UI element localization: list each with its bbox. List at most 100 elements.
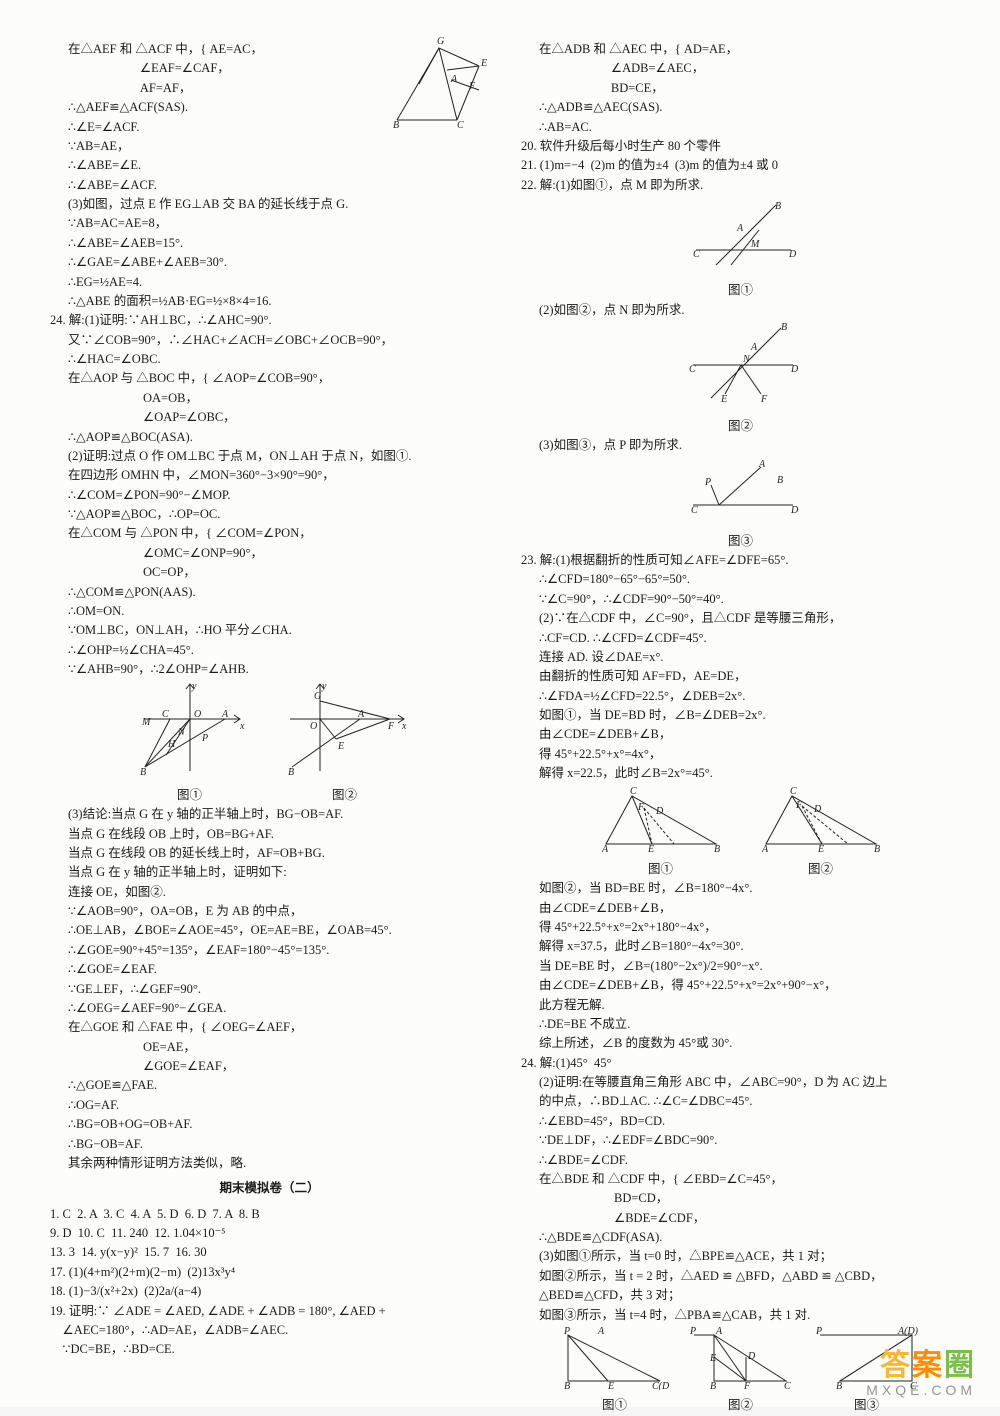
diagram-q24-2: PA BE DFC	[686, 1325, 796, 1390]
diagram-r2: AB CND EF	[681, 320, 801, 410]
text-line: ∴DE=BE 不成立.	[521, 1015, 960, 1034]
watermark: 答案圈 MXQE.COM	[866, 1351, 976, 1397]
fig-label: 图②	[521, 417, 960, 436]
svg-text:E: E	[709, 1353, 716, 1364]
svg-text:D: D	[790, 364, 799, 375]
text-line: ∠AEC=180°，∴AD=AE，∠ADB=∠AEC.	[50, 1321, 489, 1340]
fig-label: 图①	[521, 281, 960, 300]
text-line: BD=CD，	[521, 1189, 960, 1208]
text-line: 得 45°+22.5°+x°=4x°，	[521, 745, 960, 764]
text-line: 综上所述，∠B 的度数为 45°或 30°.	[521, 1034, 960, 1053]
svg-text:C: C	[790, 786, 797, 797]
svg-text:P: P	[704, 477, 711, 488]
text-line: ∴∠FDA=½∠CFD=22.5°，∠DEB=2x°.	[521, 687, 960, 706]
text-line: 13. 3 14. y(x−y)² 15. 7 16. 30	[50, 1243, 489, 1262]
text-line: ∴∠BDE=∠CDF.	[521, 1151, 960, 1170]
text-line: ∴∠CFD=180°−65°−65°=50°.	[521, 570, 960, 589]
text-line: ∴∠HAC=∠OBC.	[50, 350, 489, 369]
svg-text:C: C	[162, 709, 169, 720]
svg-text:D: D	[655, 806, 664, 817]
text-line: 9. D 10. C 11. 240 12. 1.04×10⁻⁵	[50, 1224, 489, 1243]
text-line: ∴△COM≌△PON(AAS).	[50, 583, 489, 602]
text-line: 连接 OE，如图②.	[50, 883, 489, 902]
svg-text:F: F	[743, 1381, 751, 1390]
fig-label: 图②	[280, 786, 410, 805]
svg-text:A: A	[761, 844, 769, 854]
svg-text:C: C	[457, 120, 464, 129]
fig-label: 图①	[560, 1396, 670, 1415]
svg-text:D: D	[788, 249, 797, 260]
text-line: BD=CE，	[521, 79, 960, 98]
svg-text:G: G	[314, 691, 321, 702]
diagram-r3: AB PCD	[681, 455, 801, 525]
text-line: (3)如图③，点 P 即为所求.	[521, 436, 960, 455]
svg-text:A: A	[715, 1326, 723, 1337]
text-line: 其余两种情形证明方法类似，略.	[50, 1154, 489, 1173]
text-line: 由∠CDE=∠DEB+∠B，	[521, 899, 960, 918]
svg-text:A: A	[601, 844, 609, 854]
right-column: 在△ADB 和 △AEC 中，{ AD=AE， ∠ADB=∠AEC， BD=CE…	[505, 40, 960, 1387]
text-line: ∴∠COM=∠PON=90°−∠MOP.	[50, 486, 489, 505]
svg-text:P: P	[563, 1326, 570, 1337]
text-line: ∵∠AHB=90°，∴2∠OHP=∠AHB.	[50, 660, 489, 679]
svg-text:y: y	[191, 681, 197, 692]
text-line: 当 DE=BE 时，∠B=(180°−2x°)/2=90°−x°.	[521, 957, 960, 976]
text-line: 21. (1)m=−4 (2)m 的值为±4 (3)m 的值为±4 或 0	[521, 156, 960, 175]
svg-text:A: A	[597, 1326, 605, 1337]
text-line: ∵OM⊥BC，ON⊥AH，∴HO 平分∠CHA.	[50, 621, 489, 640]
svg-text:E: E	[647, 844, 654, 854]
text-line: ∠ADB=∠AEC，	[521, 59, 960, 78]
text-line: 当点 G 在线段 OB 的延长线上时，AF=OB+BG.	[50, 844, 489, 863]
text-line: ∴OE⊥AB，∠BOE=∠AOE=45°，OE=AE=BE，∠OAB=45°.	[50, 921, 489, 940]
svg-text:B: B	[874, 844, 880, 854]
text-line: ∴∠ABE=∠E.	[50, 156, 489, 175]
text-line: 1. C 2. A 3. C 4. A 5. D 6. D 7. A 8. B	[50, 1205, 489, 1224]
text-line: ∴△AOP≌△BOC(ASA).	[50, 428, 489, 447]
svg-text:P: P	[815, 1326, 822, 1337]
svg-text:P: P	[201, 733, 208, 744]
svg-text:N: N	[177, 727, 186, 738]
text-line: ∴OG=AF.	[50, 1096, 489, 1115]
fig-label: 图②	[686, 1396, 796, 1415]
exam-title: 期末模拟卷（二）	[50, 1179, 489, 1198]
text-line: ∠OMC=∠ONP=90°，	[50, 544, 489, 563]
text-line: 此方程无解.	[521, 996, 960, 1015]
svg-text:A: A	[357, 709, 365, 720]
text-line: 如图②所示，当 t = 2 时，△AED ≌ △BFD，△ABD ≌ △CBD，	[521, 1267, 960, 1286]
text-line: ∴∠ABE=∠AEB=15°.	[50, 234, 489, 253]
text-line: 由翻折的性质可知 AF=FD，AE=DE，	[521, 667, 960, 686]
diagram-fig2: yG OAF EBx	[280, 679, 410, 779]
text-line: (3)如图，过点 E 作 EG⊥AB 交 BA 的延长线于点 G.	[50, 195, 489, 214]
text-line: 20. 软件升级后每小时生产 80 个零件	[521, 137, 960, 156]
wm-char: 答	[880, 1349, 912, 1382]
svg-text:B: B	[836, 1381, 842, 1390]
text-line: (2)证明:在等腰直角三角形 ABC 中，∠ABC=90°，D 为 AC 边上	[521, 1073, 960, 1092]
svg-text:E: E	[480, 58, 487, 69]
page: GE AF BC 在△AEF 和 △ACF 中，{ AE=AC， ∠EAF=∠C…	[0, 0, 1000, 1407]
text-line: 如图②，当 BD=BE 时，∠B=180°−4x°.	[521, 879, 960, 898]
text-line: ∴∠OHP=½∠CHA=45°.	[50, 641, 489, 660]
svg-text:A: A	[758, 459, 766, 470]
svg-text:E: E	[720, 394, 727, 405]
svg-text:M: M	[750, 239, 760, 250]
svg-text:B: B	[564, 1381, 570, 1390]
text-line: 由∠CDE=∠DEB+∠B，	[521, 725, 960, 744]
svg-text:F: F	[760, 394, 768, 405]
svg-text:E: E	[337, 741, 344, 752]
text-line: ∠OAP=∠OBC，	[50, 408, 489, 427]
text-line: ∴∠ABE=∠ACF.	[50, 176, 489, 195]
text-line: 24. 解:(1)证明:∵AH⊥BC，∴∠AHC=90°.	[50, 311, 489, 330]
text-line: 连接 AD. 设∠DAE=x°.	[521, 648, 960, 667]
diagram-q23-1: CFD AEB	[596, 784, 726, 854]
text-line: OA=OB，	[50, 389, 489, 408]
svg-text:D: D	[790, 505, 799, 516]
svg-text:B: B	[714, 844, 720, 854]
svg-text:E: E	[817, 844, 824, 854]
svg-text:H: H	[167, 739, 176, 750]
svg-text:C: C	[693, 249, 700, 260]
text-line: ∵∠AOB=90°，OA=OB，E 为 AB 的中点，	[50, 902, 489, 921]
svg-text:A: A	[750, 342, 758, 353]
text-line: ∠GOE=∠EAF，	[50, 1057, 489, 1076]
text-line: 得 45°+22.5°+x°=2x°+180°−4x°，	[521, 918, 960, 937]
text-line: 又∵∠COB=90°，∴∠HAC+∠ACH=∠OBC+∠OCB=90°，	[50, 331, 489, 350]
